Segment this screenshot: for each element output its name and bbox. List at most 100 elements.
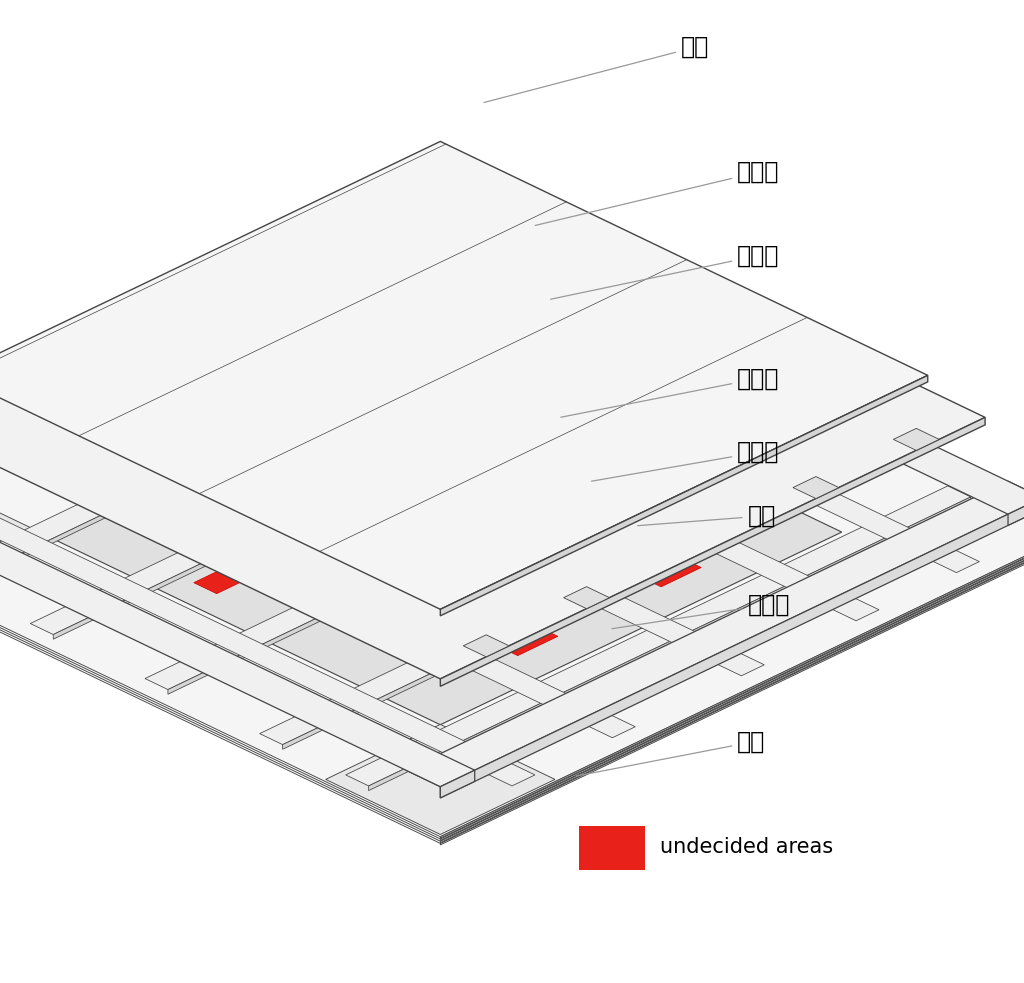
Polygon shape [369, 497, 971, 790]
Polygon shape [354, 272, 979, 572]
Polygon shape [0, 142, 928, 609]
Polygon shape [253, 367, 318, 440]
Polygon shape [406, 482, 1024, 786]
Polygon shape [493, 321, 634, 389]
Text: 随瓣拹: 随瓣拹 [551, 244, 779, 299]
Polygon shape [562, 361, 628, 434]
Polygon shape [252, 376, 422, 457]
Text: 压厦版: 压厦版 [561, 367, 779, 417]
Polygon shape [602, 406, 689, 504]
Polygon shape [406, 208, 1024, 514]
Bar [579, 826, 645, 870]
Polygon shape [198, 342, 377, 429]
Polygon shape [10, 437, 635, 737]
Text: undecided areas: undecided areas [660, 838, 834, 857]
Polygon shape [251, 323, 395, 393]
Polygon shape [326, 724, 555, 835]
Polygon shape [369, 311, 522, 342]
Polygon shape [440, 539, 1024, 842]
Polygon shape [332, 536, 536, 578]
Polygon shape [139, 376, 764, 676]
Polygon shape [367, 341, 525, 373]
Polygon shape [346, 486, 971, 786]
Polygon shape [367, 321, 525, 359]
Polygon shape [440, 536, 1024, 840]
Polygon shape [0, 297, 555, 591]
Polygon shape [372, 178, 418, 200]
Polygon shape [191, 413, 279, 511]
Polygon shape [409, 492, 464, 586]
Polygon shape [563, 587, 609, 608]
Polygon shape [191, 511, 332, 589]
Polygon shape [0, 231, 1024, 837]
Polygon shape [194, 563, 257, 594]
Polygon shape [271, 226, 317, 248]
Polygon shape [440, 541, 1024, 845]
Polygon shape [440, 771, 475, 798]
Polygon shape [0, 486, 535, 786]
Text: 背版: 背版 [484, 35, 710, 102]
Polygon shape [247, 462, 383, 527]
Polygon shape [247, 379, 325, 455]
Polygon shape [191, 455, 388, 482]
Polygon shape [0, 233, 1024, 838]
Polygon shape [0, 156, 985, 679]
Polygon shape [504, 489, 683, 575]
Polygon shape [556, 374, 634, 450]
Polygon shape [145, 389, 770, 690]
Polygon shape [332, 536, 536, 578]
Polygon shape [602, 406, 689, 504]
Text: 算程拹: 算程拹 [612, 593, 790, 629]
Polygon shape [485, 436, 630, 505]
Polygon shape [345, 339, 549, 353]
Polygon shape [513, 339, 689, 424]
Polygon shape [509, 412, 572, 442]
Polygon shape [493, 450, 689, 477]
Text: 枝条: 枝条 [577, 730, 766, 776]
Polygon shape [0, 286, 555, 586]
Text: 科槽版: 科槽版 [536, 160, 779, 225]
Polygon shape [243, 477, 419, 561]
Polygon shape [0, 225, 475, 525]
Polygon shape [440, 376, 928, 615]
Polygon shape [247, 399, 312, 475]
Polygon shape [0, 208, 475, 514]
Polygon shape [893, 429, 939, 450]
Polygon shape [345, 339, 549, 380]
Polygon shape [568, 393, 634, 470]
Polygon shape [440, 497, 1024, 798]
Text: 角坶: 角坶 [638, 504, 776, 528]
Polygon shape [638, 556, 701, 587]
Text: 随瓣拹: 随瓣拹 [592, 440, 779, 482]
Polygon shape [355, 495, 514, 527]
Polygon shape [495, 625, 558, 656]
Polygon shape [257, 313, 393, 377]
Polygon shape [490, 458, 630, 525]
Polygon shape [498, 341, 634, 407]
Polygon shape [253, 427, 385, 491]
Polygon shape [254, 320, 879, 621]
Polygon shape [168, 401, 770, 694]
Polygon shape [260, 444, 885, 745]
Polygon shape [31, 334, 655, 635]
Polygon shape [191, 413, 279, 511]
Polygon shape [462, 371, 638, 455]
Polygon shape [355, 470, 514, 507]
Polygon shape [191, 413, 198, 522]
Polygon shape [1008, 497, 1024, 525]
Polygon shape [0, 236, 1024, 841]
Polygon shape [283, 456, 885, 749]
Polygon shape [0, 238, 1024, 843]
Polygon shape [247, 439, 388, 507]
Polygon shape [440, 418, 985, 686]
Polygon shape [459, 475, 629, 556]
Polygon shape [191, 493, 368, 578]
Polygon shape [198, 342, 345, 425]
Polygon shape [39, 339, 842, 724]
Polygon shape [496, 311, 628, 375]
Polygon shape [53, 346, 655, 639]
Polygon shape [793, 477, 839, 498]
Polygon shape [440, 534, 1024, 838]
Polygon shape [0, 477, 39, 587]
Polygon shape [358, 459, 512, 491]
